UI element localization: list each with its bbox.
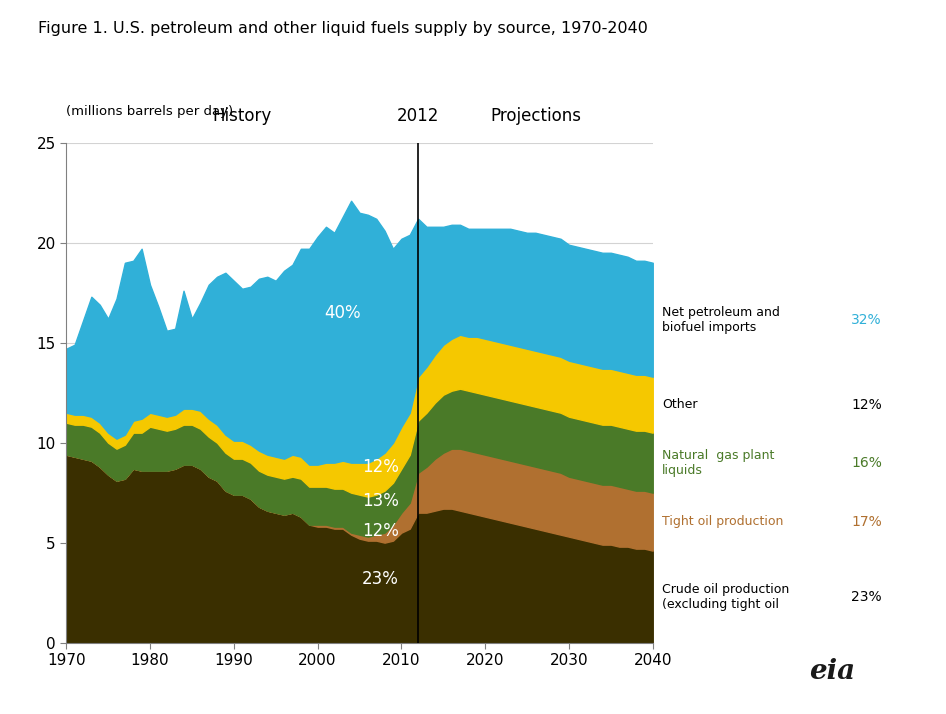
Text: Tight oil production: Tight oil production: [662, 515, 783, 528]
Text: Crude oil production
(excluding tight oil: Crude oil production (excluding tight oi…: [662, 583, 790, 610]
Text: Net petroleum and
biofuel imports: Net petroleum and biofuel imports: [662, 306, 780, 333]
Text: 12%: 12%: [362, 458, 399, 476]
Text: Figure 1. U.S. petroleum and other liquid fuels supply by source, 1970-2040: Figure 1. U.S. petroleum and other liqui…: [38, 21, 648, 36]
Text: 12%: 12%: [851, 398, 883, 412]
Text: Other: Other: [662, 398, 698, 411]
Text: (millions barrels per day): (millions barrels per day): [66, 105, 234, 118]
Text: Natural  gas plant
liquids: Natural gas plant liquids: [662, 448, 775, 477]
Text: 40%: 40%: [324, 303, 361, 322]
Text: 16%: 16%: [851, 456, 883, 470]
Text: Projections: Projections: [490, 107, 581, 125]
Text: 13%: 13%: [362, 492, 399, 510]
Text: 23%: 23%: [851, 590, 882, 603]
Text: History: History: [213, 107, 272, 125]
Text: 32%: 32%: [851, 313, 882, 327]
Text: 17%: 17%: [851, 515, 883, 528]
Text: 23%: 23%: [362, 570, 399, 588]
Text: eia: eia: [810, 658, 855, 685]
Text: 2012: 2012: [397, 107, 439, 125]
Text: 12%: 12%: [362, 522, 399, 540]
